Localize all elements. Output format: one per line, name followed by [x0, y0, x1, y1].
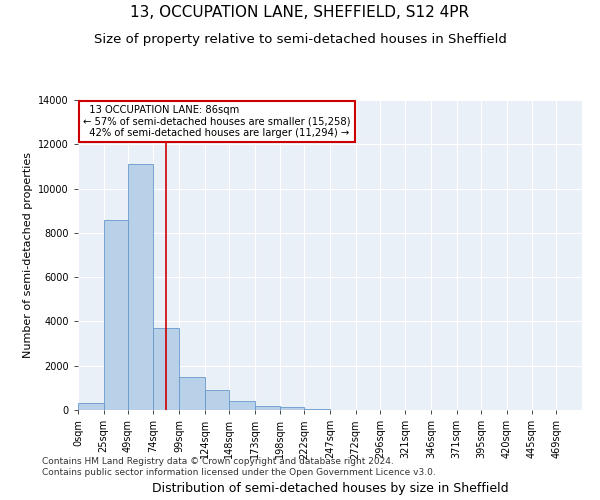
Y-axis label: Number of semi-detached properties: Number of semi-detached properties: [23, 152, 32, 358]
Bar: [104, 220, 128, 410]
Text: 13, OCCUPATION LANE, SHEFFIELD, S12 4PR: 13, OCCUPATION LANE, SHEFFIELD, S12 4PR: [130, 5, 470, 20]
Bar: [179, 377, 205, 410]
Text: Size of property relative to semi-detached houses in Sheffield: Size of property relative to semi-detach…: [94, 32, 506, 46]
Bar: [154, 328, 179, 410]
Text: Contains HM Land Registry data © Crown copyright and database right 2024.
Contai: Contains HM Land Registry data © Crown c…: [42, 458, 436, 477]
Text: Distribution of semi-detached houses by size in Sheffield: Distribution of semi-detached houses by …: [152, 482, 508, 495]
Bar: [254, 406, 280, 410]
Bar: [78, 404, 104, 410]
Bar: [229, 401, 254, 410]
Text: 13 OCCUPATION LANE: 86sqm
← 57% of semi-detached houses are smaller (15,258)
  4: 13 OCCUPATION LANE: 86sqm ← 57% of semi-…: [83, 104, 350, 138]
Bar: [304, 409, 330, 410]
Bar: [280, 407, 304, 410]
Bar: [128, 164, 154, 410]
Bar: [205, 390, 229, 410]
